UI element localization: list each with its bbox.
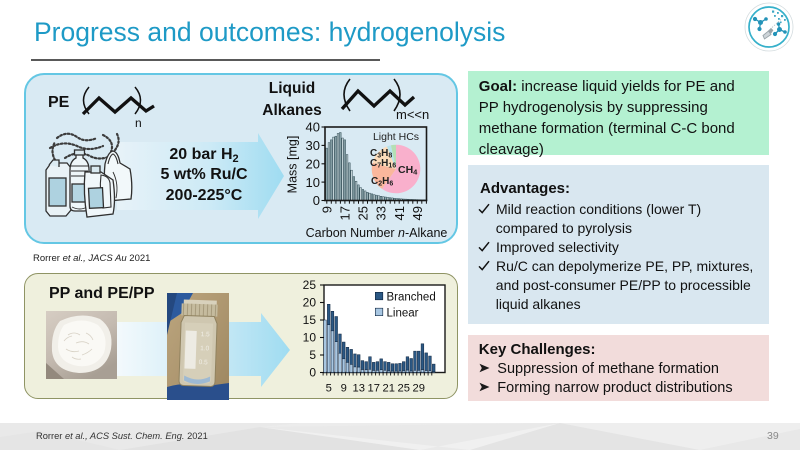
svg-text:30: 30 xyxy=(306,138,320,153)
svg-text:15: 15 xyxy=(303,313,317,327)
svg-text:1.5: 1.5 xyxy=(201,331,211,338)
svg-text:Carbon Number n-Alkane: Carbon Number n-Alkane xyxy=(306,226,448,240)
svg-text:10: 10 xyxy=(306,175,320,190)
svg-text:41: 41 xyxy=(392,206,407,220)
svg-text:13: 13 xyxy=(352,383,364,395)
svg-text:49: 49 xyxy=(410,206,425,220)
svg-text:0: 0 xyxy=(313,193,320,208)
svg-text:C7H16: C7H16 xyxy=(370,158,396,170)
svg-text:17: 17 xyxy=(367,383,379,395)
svg-text:25: 25 xyxy=(356,206,371,220)
svg-text:9: 9 xyxy=(319,206,334,213)
svg-text:10: 10 xyxy=(303,331,317,345)
svg-text:1.0: 1.0 xyxy=(200,345,210,352)
svg-text:40: 40 xyxy=(306,120,320,135)
svg-text:m<<n: m<<n xyxy=(396,107,429,122)
svg-text:25: 25 xyxy=(397,383,409,395)
svg-text:n: n xyxy=(135,116,142,130)
svg-text:C2H6: C2H6 xyxy=(371,176,393,188)
svg-text:Linear: Linear xyxy=(387,308,419,320)
svg-text:9: 9 xyxy=(341,383,347,395)
svg-text:29: 29 xyxy=(412,383,424,395)
svg-text:0: 0 xyxy=(309,366,316,380)
svg-text:Light HCs: Light HCs xyxy=(373,131,419,143)
svg-text:Branched: Branched xyxy=(387,292,436,304)
svg-text:25: 25 xyxy=(303,278,317,292)
svg-text:33: 33 xyxy=(374,206,389,220)
svg-text:5: 5 xyxy=(326,383,332,395)
svg-text:Mass [mg]: Mass [mg] xyxy=(286,136,300,194)
svg-text:20: 20 xyxy=(303,296,317,310)
svg-text:CH4: CH4 xyxy=(398,164,418,177)
svg-text:17: 17 xyxy=(338,206,353,220)
svg-text:21: 21 xyxy=(382,383,394,395)
svg-text:5: 5 xyxy=(309,348,316,362)
svg-text:0.5: 0.5 xyxy=(199,359,209,366)
svg-text:20: 20 xyxy=(306,156,320,171)
svg-text:C3H8: C3H8 xyxy=(370,148,392,160)
